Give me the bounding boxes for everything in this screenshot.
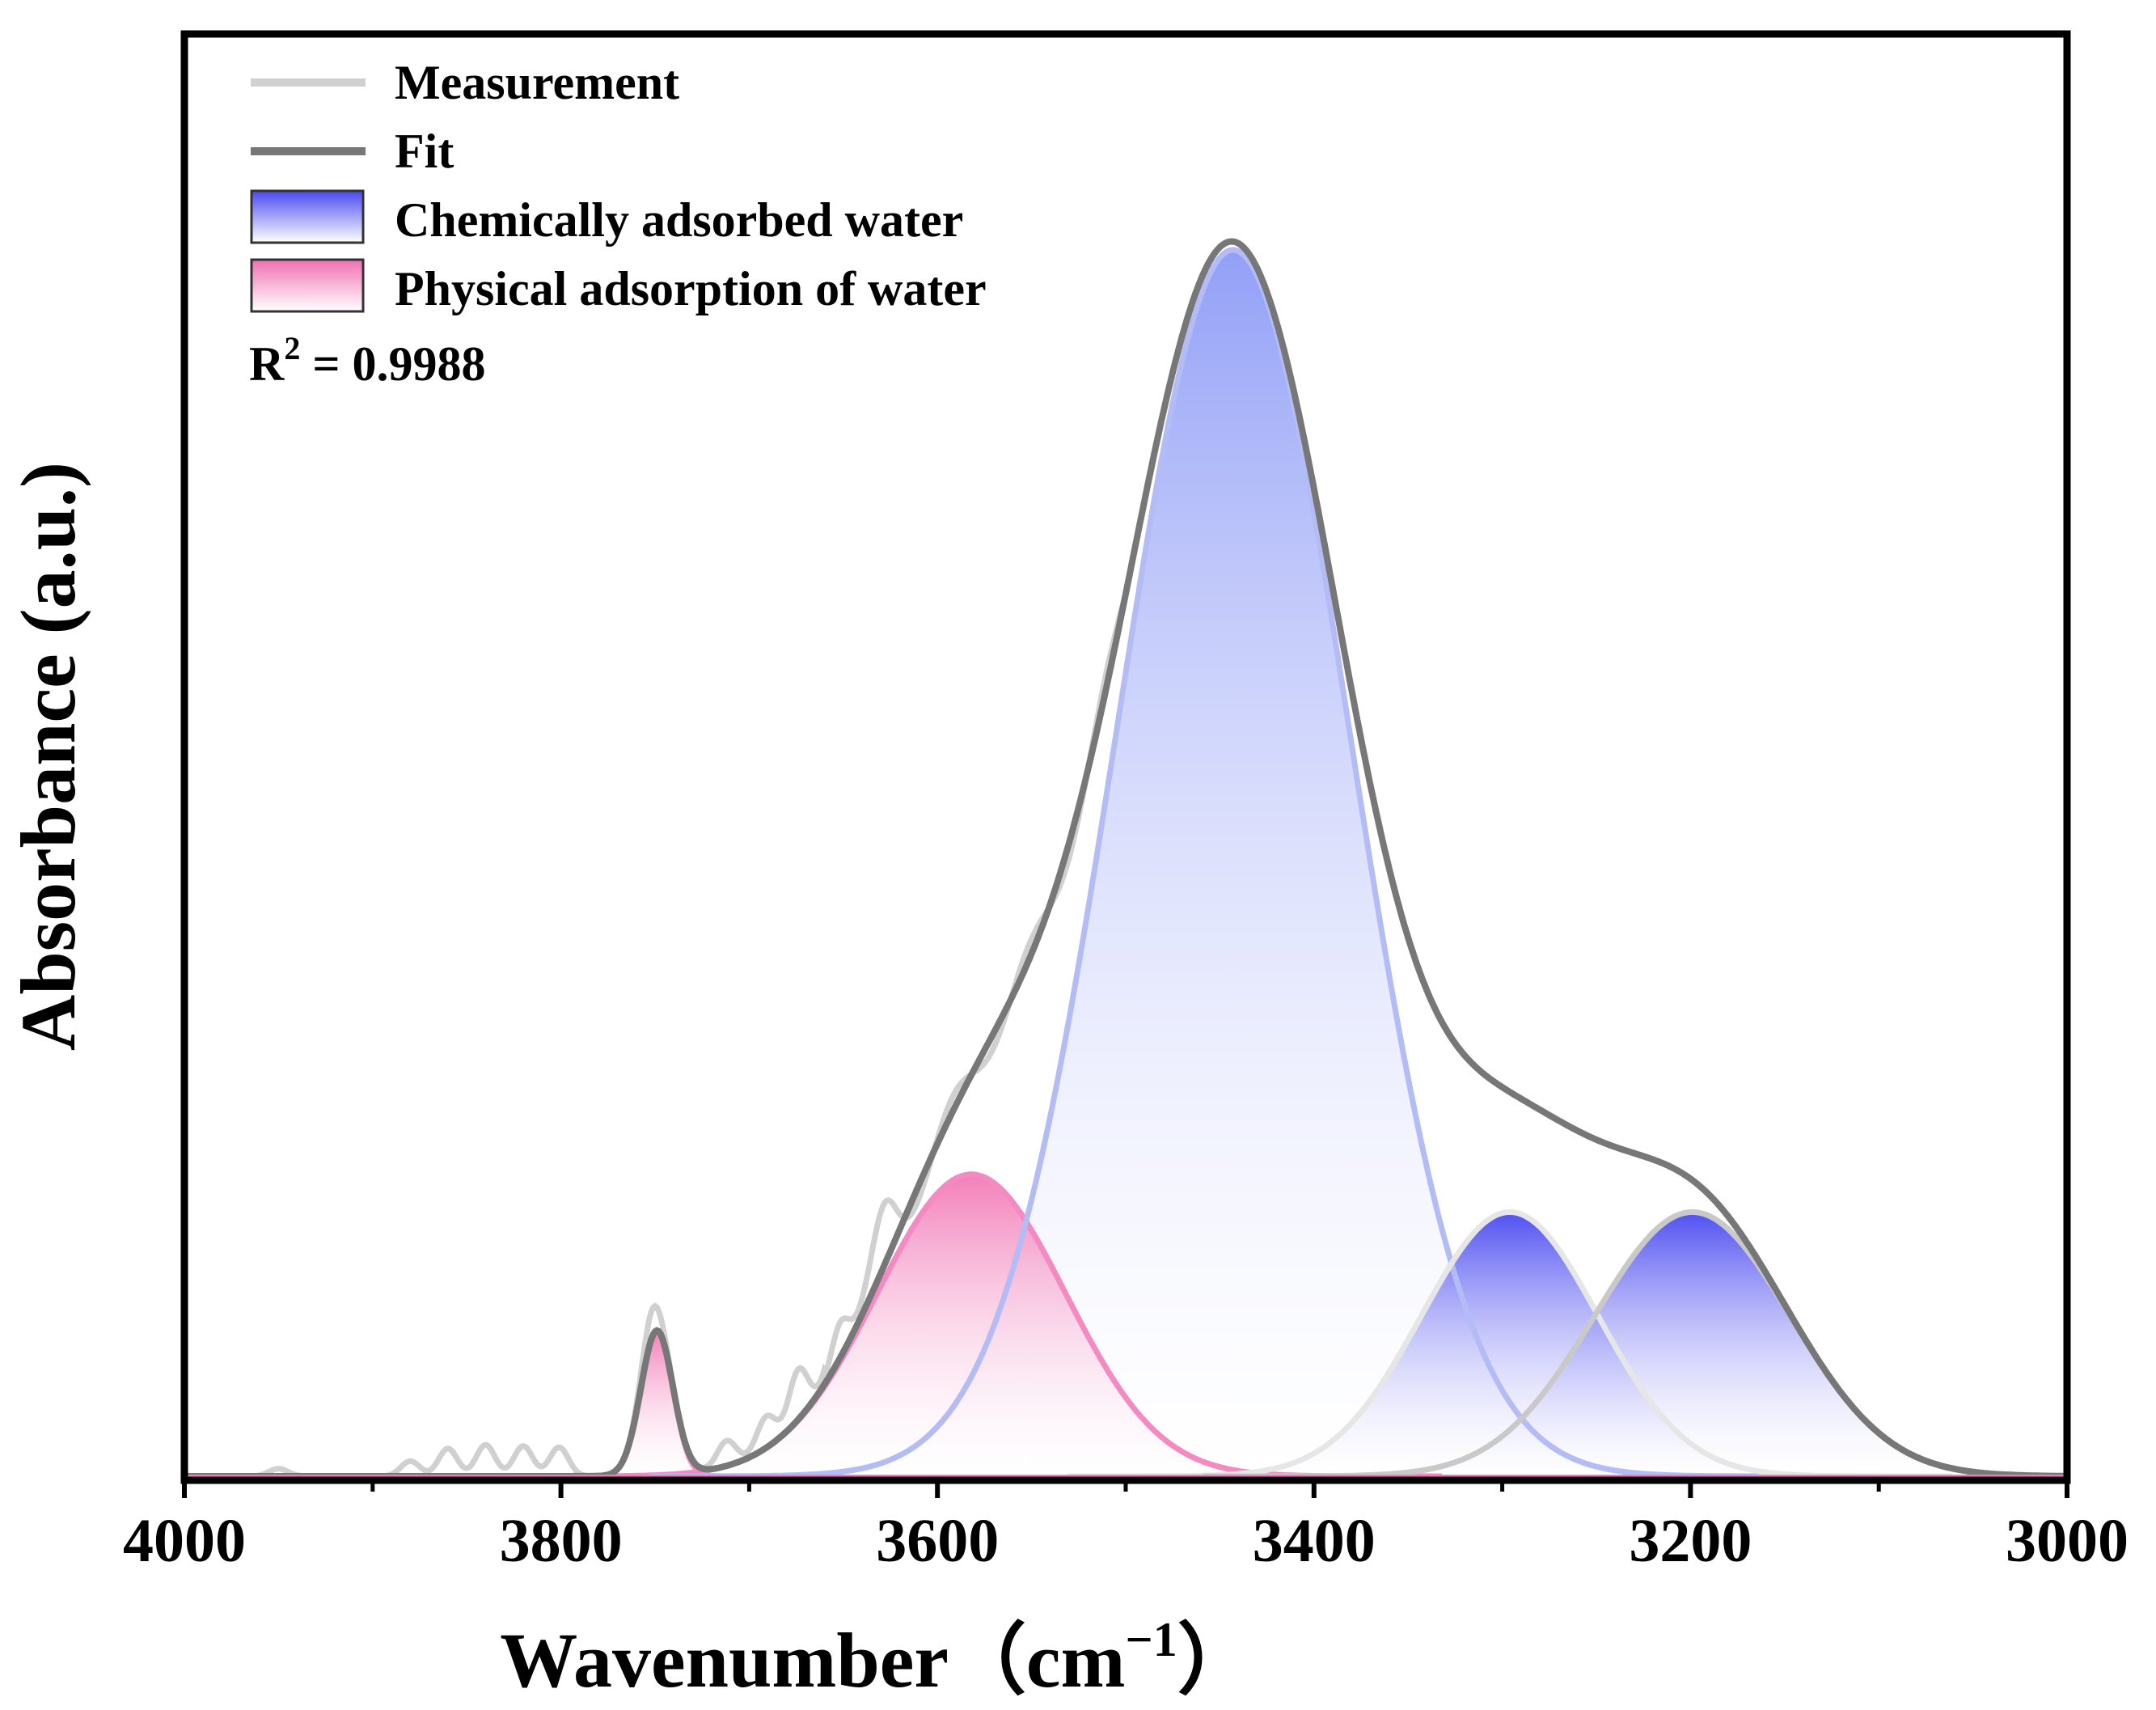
legend-physical-label: Physical adsorption of water (395, 262, 987, 315)
component-fills (501, 249, 2067, 1476)
x-tick-label: 3600 (876, 1507, 999, 1575)
component-curve-3 (649, 247, 1817, 1479)
legend-chemical-label: Chemically adsorbed water (395, 193, 963, 247)
component-fill-2 (501, 1174, 1443, 1476)
component-fill-5 (1203, 1212, 2067, 1476)
x-axis-title: Wavenumber（cm−1） (500, 1613, 1254, 1704)
legend-chemical-swatch (250, 189, 365, 244)
r-squared-prefix: R (249, 337, 285, 391)
component-fill-3 (649, 249, 1817, 1476)
x-tick-label: 4000 (123, 1507, 246, 1575)
r-squared-superscript: 2 (284, 330, 300, 366)
x-axis-ticks: 4000 3800 3600 3400 3200 3000 (123, 1480, 2129, 1575)
legend-fit-label: Fit (395, 125, 454, 178)
y-axis-title: Absorbance (a.u.) (5, 462, 91, 1051)
component-fill-1 (577, 1331, 737, 1476)
x-axis-title-close: ） (1177, 1617, 1255, 1704)
component-fill-4 (1067, 1212, 1952, 1476)
r-squared-value: = 0.9988 (300, 337, 485, 391)
legend-physical-swatch (250, 258, 365, 313)
legend-measurement-label: Measurement (395, 56, 679, 109)
x-axis-title-main: Wavenumber（cm (500, 1617, 1125, 1704)
x-tick-label: 3000 (2006, 1507, 2129, 1575)
x-tick-label: 3200 (1629, 1507, 1752, 1575)
r-squared-annotation: R2 = 0.9988 (249, 330, 486, 391)
legend: Measurement Fit Chemically adsorbed wate… (249, 56, 987, 391)
x-tick-label: 3800 (500, 1507, 623, 1575)
x-axis-title-superscript: −1 (1126, 1613, 1177, 1666)
x-tick-label: 3400 (1253, 1507, 1376, 1575)
